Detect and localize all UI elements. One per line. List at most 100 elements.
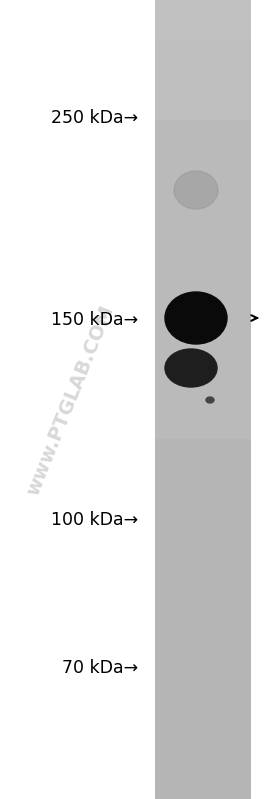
Bar (155, 100, 251, 105)
Bar (155, 384, 251, 388)
Bar (155, 0, 251, 5)
Bar (155, 12, 251, 17)
Bar (155, 583, 251, 588)
Bar (155, 168, 251, 173)
Bar (155, 403, 251, 408)
Bar (155, 140, 251, 145)
Bar (155, 775, 251, 780)
Bar (155, 56, 251, 61)
Bar (155, 220, 251, 225)
Bar (155, 368, 251, 372)
Bar (155, 543, 251, 548)
Bar (155, 16, 251, 21)
Bar (155, 324, 251, 328)
Bar (155, 300, 251, 304)
Text: 150 kDa→: 150 kDa→ (51, 311, 138, 329)
Bar (155, 591, 251, 596)
Bar (155, 703, 251, 708)
Bar (155, 228, 251, 233)
Bar (155, 743, 251, 748)
Bar (155, 507, 251, 512)
Bar (155, 627, 251, 632)
Bar (155, 779, 251, 784)
Bar (155, 471, 251, 476)
Bar (155, 795, 251, 799)
Bar (155, 152, 251, 157)
Bar (155, 479, 251, 484)
Bar (155, 96, 251, 101)
Bar (155, 304, 251, 308)
Bar (155, 759, 251, 764)
Bar (155, 236, 251, 240)
Bar (155, 172, 251, 177)
Bar (155, 439, 251, 444)
Bar (155, 240, 251, 244)
Bar (155, 296, 251, 300)
Bar (155, 675, 251, 680)
Bar (155, 124, 251, 129)
Bar (155, 443, 251, 448)
Bar (155, 112, 251, 117)
Bar (155, 288, 251, 292)
Bar (155, 180, 251, 185)
Bar (155, 332, 251, 336)
Bar (155, 511, 251, 516)
Bar (155, 68, 251, 73)
Bar (155, 611, 251, 616)
Bar (155, 280, 251, 284)
Bar (155, 336, 251, 340)
Bar (155, 531, 251, 536)
Bar (155, 44, 251, 49)
Bar (155, 132, 251, 137)
Bar (155, 104, 251, 109)
Bar (155, 499, 251, 504)
Bar (155, 72, 251, 77)
Bar (155, 731, 251, 736)
Bar (155, 20, 251, 25)
Bar (155, 519, 251, 524)
Bar (155, 567, 251, 572)
Text: 250 kDa→: 250 kDa→ (51, 109, 138, 127)
Bar (155, 503, 251, 508)
Bar (155, 695, 251, 700)
Ellipse shape (165, 349, 217, 387)
Bar (155, 459, 251, 464)
Bar (155, 699, 251, 704)
Bar (155, 204, 251, 209)
Bar (155, 711, 251, 716)
Bar (155, 423, 251, 428)
Bar (155, 148, 251, 153)
Bar (155, 136, 251, 141)
Bar (155, 639, 251, 644)
Bar (155, 344, 251, 348)
Bar (155, 475, 251, 480)
Text: www.PTGLAB.COM: www.PTGLAB.COM (23, 302, 117, 498)
Bar (155, 427, 251, 432)
Bar (155, 595, 251, 600)
Bar (155, 376, 251, 380)
Bar (155, 763, 251, 768)
Bar (155, 388, 251, 392)
Bar (155, 771, 251, 776)
Bar (155, 755, 251, 760)
Bar (155, 176, 251, 181)
Bar (155, 292, 251, 296)
Bar (155, 320, 251, 324)
Bar (155, 411, 251, 416)
Bar (155, 623, 251, 628)
Bar (155, 364, 251, 368)
Bar (155, 192, 251, 197)
Bar (155, 431, 251, 436)
Bar (155, 120, 251, 125)
Bar (155, 719, 251, 724)
Bar (155, 224, 251, 229)
Bar (155, 727, 251, 732)
Bar (155, 184, 251, 189)
Bar (155, 631, 251, 636)
Bar (155, 312, 251, 316)
Bar (155, 551, 251, 556)
Bar (155, 687, 251, 692)
Bar (155, 48, 251, 53)
Bar (155, 88, 251, 93)
Bar (155, 751, 251, 756)
